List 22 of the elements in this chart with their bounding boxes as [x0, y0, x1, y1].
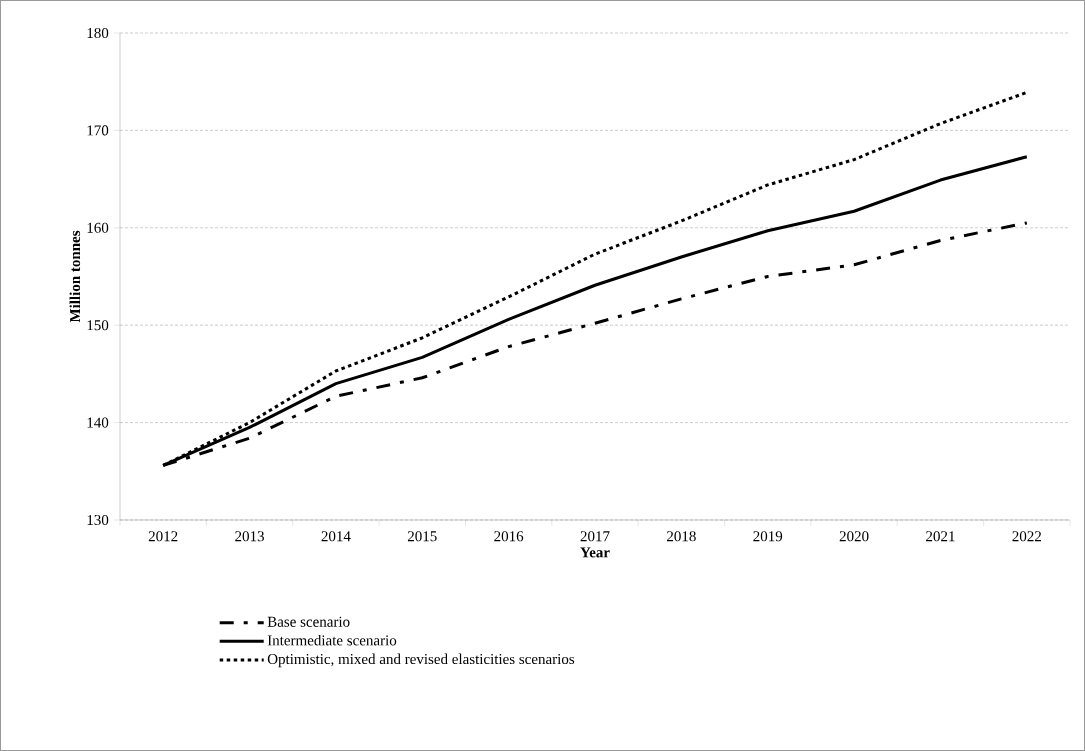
y-axis-title: Million tonnes	[69, 230, 81, 323]
legend-label: Base scenario	[267, 616, 350, 627]
y-tick-label: 150	[87, 320, 109, 331]
x-tick-label: 2022	[1012, 531, 1041, 542]
x-axis-title: Year	[580, 547, 610, 558]
y-tick-label: 140	[87, 417, 109, 428]
y-tick-label: 160	[87, 222, 109, 233]
x-tick-label: 2017	[580, 531, 610, 542]
x-tick-label: 2013	[235, 531, 264, 542]
x-tick-label: 2021	[926, 531, 955, 542]
x-tick-label: 2018	[667, 531, 696, 542]
y-tick-label: 130	[87, 514, 109, 526]
x-tick-label: 2012	[148, 531, 178, 542]
x-tick-label: 2016	[494, 531, 524, 542]
x-tick-label: 2019	[753, 531, 783, 542]
x-tick-label: 2015	[407, 531, 437, 542]
x-tick-label: 2014	[321, 531, 351, 542]
y-tick-label: 180	[87, 27, 109, 39]
y-tick-label: 170	[87, 125, 109, 136]
x-tick-label: 2020	[839, 531, 869, 542]
legend-label: Optimistic, mixed and revised elasticities scenarios	[267, 653, 575, 668]
legend-label: Intermediate scenario	[267, 634, 397, 646]
